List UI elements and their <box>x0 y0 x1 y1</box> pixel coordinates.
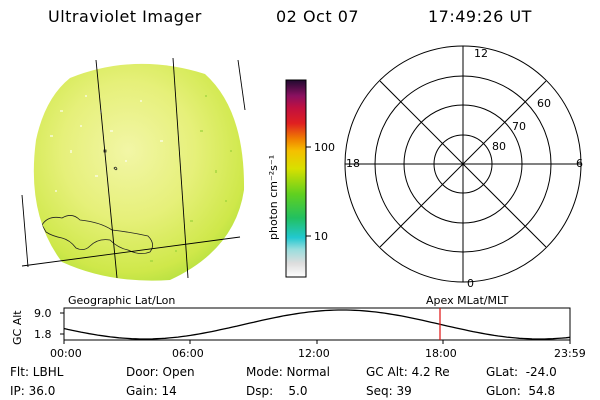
dsp-status: Dsp: 5.0 <box>246 384 308 398</box>
glon-status: GLon: 54.8 <box>486 384 556 398</box>
colorbar-tick-100: 100 <box>314 141 335 154</box>
altitude-ylabel: GC Alt <box>11 310 24 345</box>
altitude-plot <box>60 307 571 344</box>
mlat-label-70: 70 <box>512 120 526 133</box>
glat-status: GLat: -24.0 <box>486 365 557 379</box>
altitude-ytick-high: 9.0 <box>34 307 52 320</box>
altitude-xtick-1800: 18:00 <box>425 347 457 360</box>
altitude-xtick-0000: 00:00 <box>50 347 82 360</box>
earth-uv-image <box>21 57 246 281</box>
date-label: 02 Oct 07 <box>276 7 360 26</box>
instrument-title: Ultraviolet Imager <box>48 7 202 26</box>
colorbar-unit-label: photon cm⁻²s⁻¹ <box>267 154 280 240</box>
time-label: 17:49:26 UT <box>428 7 532 26</box>
mlat-label-60: 60 <box>537 97 551 110</box>
color-scale-bar <box>285 79 311 278</box>
mlat-label-80: 80 <box>492 140 506 153</box>
seq-status: Seq: 39 <box>366 384 412 398</box>
altitude-curve <box>63 309 571 340</box>
door-status: Door: Open <box>126 365 195 379</box>
altitude-xtick-2359: 23:59 <box>554 347 586 360</box>
mlt-label-18: 18 <box>346 157 360 170</box>
polar-mlat-mlt-plot <box>344 45 582 283</box>
altitude-xtick-1200: 12:00 <box>298 347 330 360</box>
gain-status: Gain: 14 <box>126 384 177 398</box>
altitude-ytick-low: 1.8 <box>34 328 52 341</box>
colorbar-tick-10: 10 <box>314 230 328 243</box>
gc-alt-status: GC Alt: 4.2 Re <box>366 365 450 379</box>
mlt-label-0: 0 <box>467 277 474 290</box>
mlt-label-12: 12 <box>474 47 488 60</box>
altitude-xtick-0600: 06:00 <box>172 347 204 360</box>
filter-status: Flt: LBHL <box>10 365 64 379</box>
mlt-label-6: 6 <box>576 157 583 170</box>
ip-status: IP: 36.0 <box>10 384 56 398</box>
apex-label: Apex MLat/MLT <box>426 294 509 307</box>
mode-status: Mode: Normal <box>246 365 330 379</box>
geographic-label: Geographic Lat/Lon <box>68 294 176 307</box>
